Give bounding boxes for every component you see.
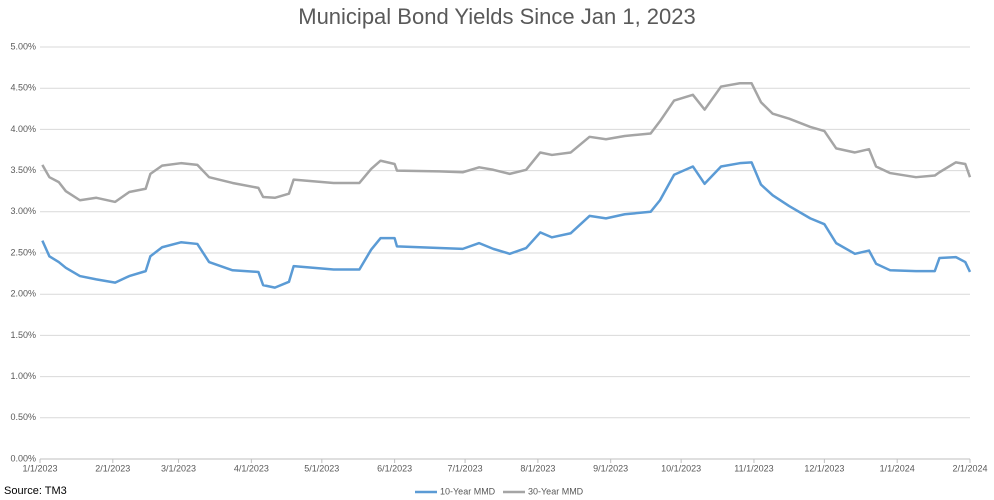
x-tick-label: 2/1/2023 xyxy=(95,463,130,473)
x-tick-label: 9/1/2023 xyxy=(593,463,628,473)
x-tick-label: 4/1/2023 xyxy=(234,463,269,473)
y-tick-label: 0.50% xyxy=(10,412,36,422)
y-tick-label: 0.00% xyxy=(10,453,36,463)
y-tick-label: 4.00% xyxy=(10,124,36,134)
source-note: Source: TM3 xyxy=(4,485,67,497)
y-tick-label: 5.00% xyxy=(10,41,36,51)
legend-label: 10-Year MMD xyxy=(440,486,496,496)
x-tick-label: 8/1/2023 xyxy=(520,463,555,473)
x-tick-label: 5/1/2023 xyxy=(304,463,339,473)
x-tick-label: 10/1/2023 xyxy=(661,463,701,473)
y-tick-label: 3.00% xyxy=(10,206,36,216)
chart-title: Municipal Bond Yields Since Jan 1, 2023 xyxy=(298,4,695,29)
y-tick-label: 2.00% xyxy=(10,289,36,299)
y-tick-label: 2.50% xyxy=(10,247,36,257)
series-line xyxy=(41,161,972,289)
y-tick-label: 1.50% xyxy=(10,330,36,340)
x-tick-label: 1/1/2024 xyxy=(880,463,915,473)
x-tick-label: 2/1/2024 xyxy=(952,463,987,473)
y-tick-label: 3.50% xyxy=(10,165,36,175)
series-line xyxy=(41,82,972,204)
legend-label: 30-Year MMD xyxy=(528,486,584,496)
x-tick-label: 11/1/2023 xyxy=(734,463,773,473)
y-tick-label: 4.50% xyxy=(10,83,36,93)
x-tick-label: 3/1/2023 xyxy=(161,463,196,473)
x-tick-label: 7/1/2023 xyxy=(448,463,483,473)
y-tick-label: 1.00% xyxy=(10,371,36,381)
x-tick-label: 6/1/2023 xyxy=(377,463,412,473)
x-tick-label: 12/1/2023 xyxy=(804,463,844,473)
x-tick-label: 1/1/2023 xyxy=(22,463,57,473)
